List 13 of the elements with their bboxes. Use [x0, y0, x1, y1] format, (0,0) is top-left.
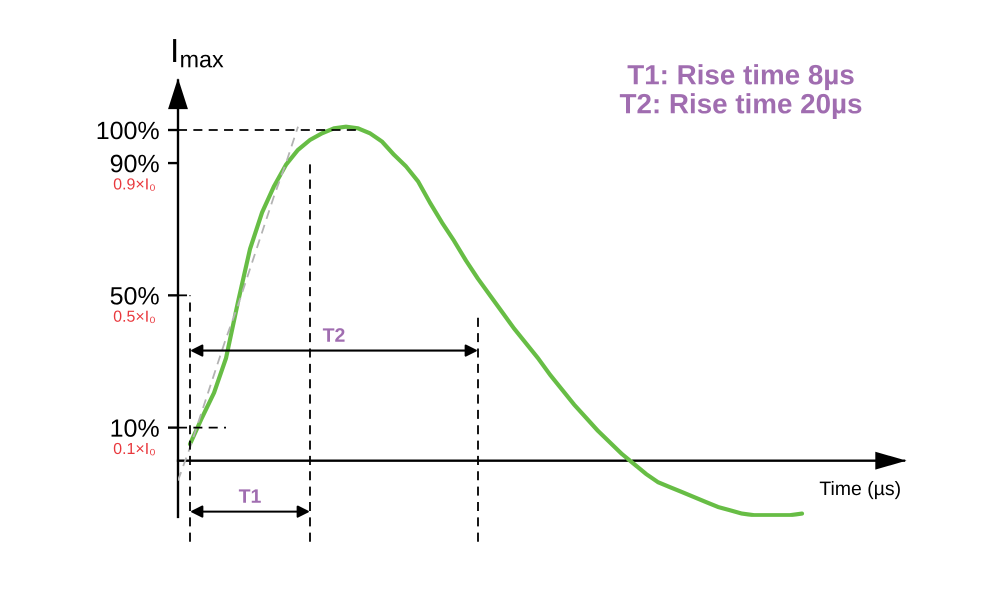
y-tick-label: 100%: [98, 122, 159, 140]
text: 0.9×I₀: [114, 178, 155, 191]
text: 0.1×I₀: [114, 442, 155, 456]
annotation: T1: Rise time 8µs: [628, 64, 854, 90]
y-tick-label: 10%: [112, 419, 159, 437]
y-axis-title: I$_{max}$: [173, 39, 224, 68]
text: 0.5×I₀: [114, 310, 155, 324]
y-tick-label: 50%: [110, 286, 159, 305]
annotation: T2: Rise time 20µs: [620, 93, 862, 120]
y-tick-label: 90%: [110, 154, 159, 172]
annotation: T2: [322, 328, 345, 342]
annotation: T1: [238, 489, 261, 503]
x-axis-title: Time (µs): [820, 480, 900, 500]
